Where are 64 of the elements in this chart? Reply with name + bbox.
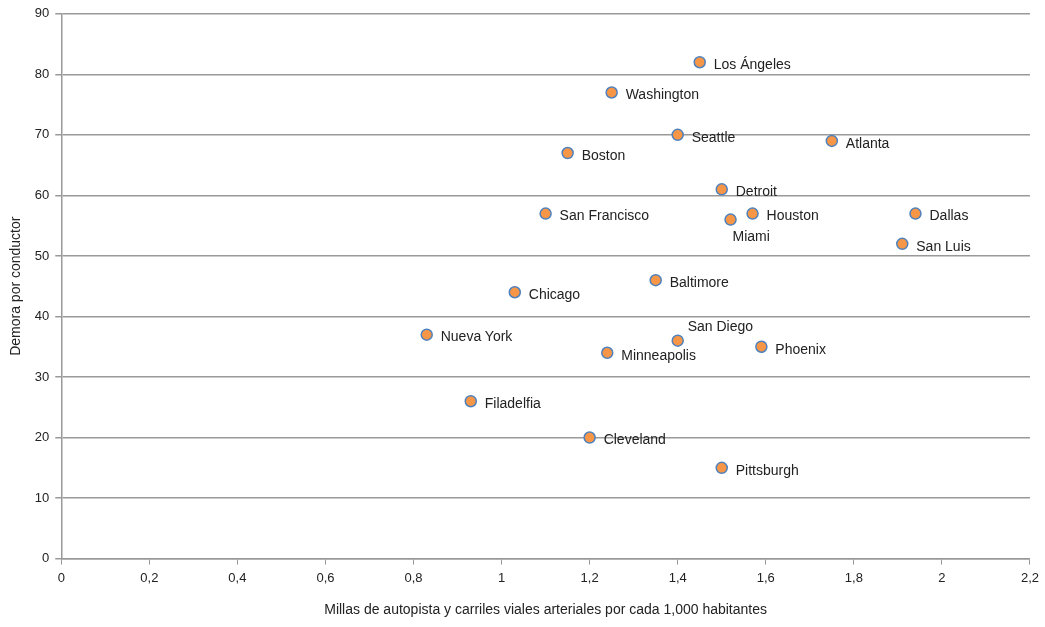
- x-tick-label: 2,2: [1020, 569, 1039, 585]
- annotation: Cleveland: [603, 431, 666, 448]
- point: [825, 134, 839, 148]
- annotation: Nueva York: [440, 328, 514, 345]
- x-tick-label: 0,4: [228, 569, 247, 585]
- annotation: Chicago: [528, 286, 581, 303]
- x-tick-label: 0,6: [316, 569, 335, 585]
- annotation: Phoenix: [775, 340, 826, 357]
- x-tick-label: 1,6: [756, 569, 775, 585]
- annotation: Seattle: [691, 128, 736, 145]
- point: [909, 207, 922, 220]
- annotation: Atlanta: [845, 134, 890, 151]
- annotation: San Diego: [687, 317, 754, 334]
- annotation: Filadelfia: [484, 395, 541, 412]
- point: [755, 340, 768, 353]
- point: [420, 328, 433, 341]
- annotation: San Francisco: [559, 207, 650, 224]
- x-tick-label: 0,8: [404, 569, 423, 585]
- point: [508, 286, 522, 299]
- x-tick-label: 1,8: [844, 569, 863, 585]
- y-tick-label: 90: [34, 5, 50, 21]
- point: [649, 273, 662, 287]
- annotation: Los Ángeles: [713, 56, 791, 73]
- point: [601, 346, 614, 360]
- y-tick-label: 10: [34, 489, 50, 505]
- point: [896, 237, 909, 251]
- x-tick-label: 2: [938, 569, 946, 585]
- x-tick-label: 0,2: [140, 569, 159, 585]
- y-tick-label: 20: [34, 429, 50, 445]
- point: [671, 334, 684, 347]
- y-tick-label: 80: [34, 65, 50, 81]
- point: [464, 394, 478, 408]
- x-tick-label: 1,4: [668, 569, 687, 585]
- annotation: Houston: [766, 207, 819, 224]
- annotation: Dallas: [929, 207, 969, 224]
- annotation: Baltimore: [669, 274, 730, 291]
- x-tick-label: 1: [497, 569, 506, 585]
- y-axis-title: Demora por conductor: [7, 216, 24, 356]
- annotation: Miami: [732, 228, 770, 245]
- point: [561, 146, 574, 160]
- annotation: San Luis: [916, 237, 971, 254]
- point: [746, 207, 759, 220]
- y-tick-label: 40: [34, 308, 50, 324]
- point: [724, 213, 737, 226]
- y-tick-label: 70: [34, 126, 50, 142]
- point: [671, 128, 684, 142]
- annotation: Pittsburgh: [735, 461, 799, 478]
- annotation: Boston: [581, 146, 626, 163]
- annotation: Washington: [625, 86, 700, 103]
- point: [583, 431, 596, 444]
- y-tick-label: 50: [34, 247, 50, 263]
- x-tick-label: 0: [57, 569, 65, 585]
- y-tick-label: 30: [34, 368, 50, 384]
- x-tick-label: 1,2: [580, 569, 599, 585]
- annotation: Detroit: [735, 183, 778, 200]
- point: [693, 55, 706, 69]
- point: [715, 183, 728, 196]
- y-tick-label: 0: [42, 550, 50, 566]
- y-tick-label: 60: [34, 186, 50, 202]
- x-axis-title: Millas de autopista y carriles viales arteriales por cada 1,000 habitantes: [324, 601, 768, 618]
- point: [715, 461, 728, 475]
- point: [539, 207, 552, 220]
- point: [605, 86, 618, 99]
- annotation: Minneapolis: [621, 346, 696, 363]
